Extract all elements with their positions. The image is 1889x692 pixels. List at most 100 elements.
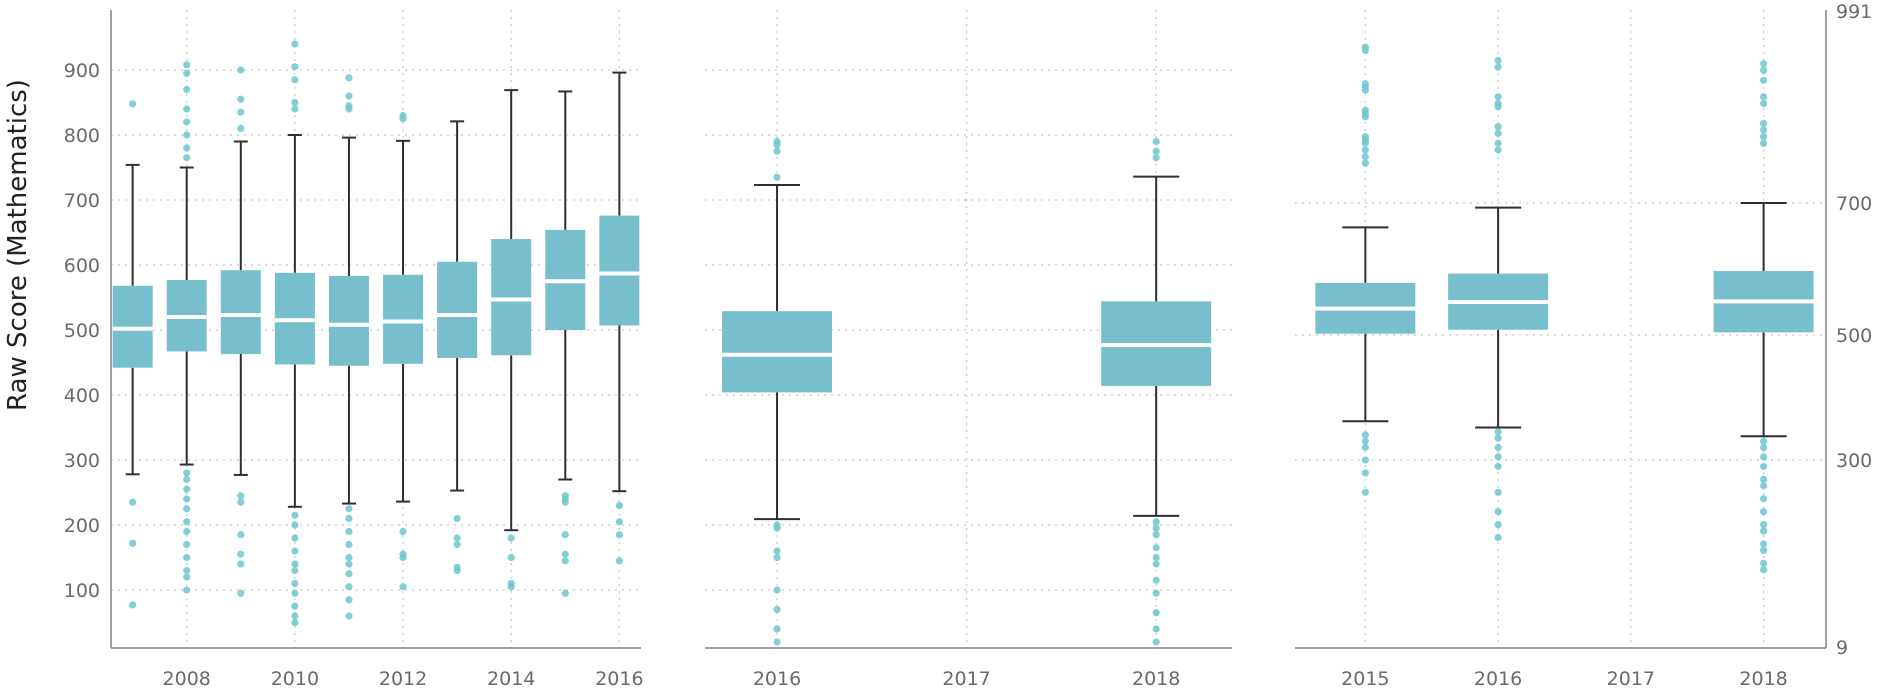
outlier-point [291, 612, 298, 619]
outlier-point [1362, 140, 1369, 147]
outlier-point [1153, 154, 1160, 161]
outlier-point [562, 531, 569, 538]
outlier-point [183, 505, 190, 512]
outlier-point [1495, 146, 1502, 153]
outlier-point [1495, 140, 1502, 147]
box-2009 [221, 66, 261, 596]
outlier-point [1153, 525, 1160, 532]
y-tick-label: 400 [64, 385, 100, 407]
outlier-point [345, 612, 352, 619]
x-tick-label: 2014 [487, 668, 535, 690]
outlier-point [291, 547, 298, 554]
outlier-point [1495, 534, 1502, 541]
outlier-point [237, 531, 244, 538]
outlier-point [183, 495, 190, 502]
outlier-point [1153, 554, 1160, 561]
outlier-point [1760, 453, 1767, 460]
outlier-point [1760, 60, 1767, 67]
y-tick-label-right: 500 [1836, 325, 1872, 347]
outlier-point [345, 92, 352, 99]
outlier-point [345, 505, 352, 512]
outlier-point [562, 499, 569, 506]
outlier-point [1153, 531, 1160, 538]
outlier-point [399, 528, 406, 535]
outlier-point [1495, 521, 1502, 528]
y-tick-label: 800 [64, 125, 100, 147]
outlier-point [399, 583, 406, 590]
outlier-point [1362, 431, 1369, 438]
outlier-point [1760, 140, 1767, 147]
outlier-point [183, 154, 190, 161]
box-2016 [722, 138, 832, 646]
outlier-point [345, 528, 352, 535]
outlier-point [1362, 438, 1369, 445]
outlier-point [562, 557, 569, 564]
outlier-point [183, 586, 190, 593]
x-tick-label: 2008 [163, 668, 211, 690]
outlier-point [1362, 47, 1369, 54]
outlier-point [773, 625, 780, 632]
box-2018 [1101, 138, 1211, 646]
y-tick-label-right: 700 [1836, 193, 1872, 215]
outlier-point [1760, 133, 1767, 140]
outlier-point [773, 148, 780, 155]
outlier-point [508, 554, 515, 561]
outlier-point [183, 554, 190, 561]
outlier-point [345, 541, 352, 548]
outlier-point [773, 586, 780, 593]
box-body [599, 216, 639, 326]
outlier-point [1760, 463, 1767, 470]
outlier-point [1153, 138, 1160, 145]
y-tick-label: 700 [64, 190, 100, 212]
outlier-point [773, 174, 780, 181]
outlier-point [1495, 57, 1502, 64]
outlier-point [1362, 160, 1369, 167]
panel-middle: 2016 2017 2018 [705, 10, 1232, 690]
outlier-point [345, 105, 352, 112]
outlier-point [291, 99, 298, 106]
outlier-point [345, 560, 352, 567]
box-2011 [329, 74, 369, 619]
outlier-point [1495, 463, 1502, 470]
box-2015 [545, 91, 585, 596]
outlier-point [616, 531, 623, 538]
outlier-point [1495, 93, 1502, 100]
outlier-point [1153, 560, 1160, 567]
outlier-point [1153, 590, 1160, 597]
outlier-point [1760, 100, 1767, 107]
outlier-point [291, 63, 298, 70]
outlier-point [183, 469, 190, 476]
outlier-point [1760, 444, 1767, 451]
outlier-point [1495, 63, 1502, 70]
outlier-point [183, 541, 190, 548]
outlier-point [183, 144, 190, 151]
outlier-point [1153, 518, 1160, 525]
box-2018 [1714, 60, 1814, 573]
x-tick-label: 2017 [1607, 668, 1655, 690]
box-2014 [491, 90, 531, 590]
outlier-point [291, 567, 298, 574]
box-2007 [113, 100, 153, 608]
outlier-point [345, 596, 352, 603]
outlier-point [237, 590, 244, 597]
outlier-point [291, 590, 298, 597]
y-tick-label: 500 [64, 320, 100, 342]
outlier-point [291, 534, 298, 541]
outlier-point [1153, 544, 1160, 551]
outlier-point [1495, 489, 1502, 496]
outlier-point [399, 115, 406, 122]
box-body [437, 262, 477, 358]
outlier-point [454, 541, 461, 548]
outlier-point [1495, 103, 1502, 110]
outlier-point [1760, 508, 1767, 515]
panel-right: 2015 2016 2017 2018 9 300 500 700 991 [1295, 1, 1872, 690]
outlier-point [291, 40, 298, 47]
y-tick-label: 600 [64, 255, 100, 277]
outlier-point [291, 105, 298, 112]
outlier-point [1362, 113, 1369, 120]
outlier-point [1495, 444, 1502, 451]
outlier-point [616, 502, 623, 509]
outlier-point [1495, 428, 1502, 435]
outlier-point [183, 86, 190, 93]
x-tick-label: 2016 [753, 668, 801, 690]
